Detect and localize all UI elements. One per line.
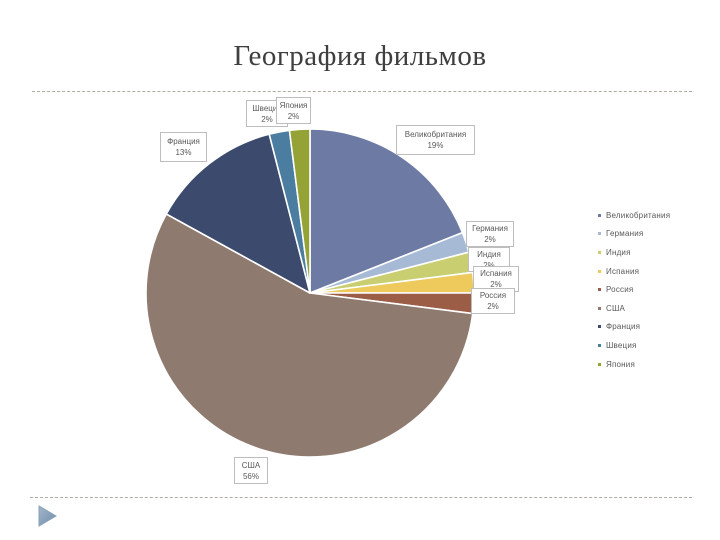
legend-label: США [606, 303, 626, 313]
legend-label: Швеция [606, 340, 637, 350]
data-label-value: 56% [242, 471, 259, 481]
data-label-3: Испания 2% [473, 266, 519, 292]
legend-marker-icon [598, 269, 601, 273]
data-label-name: Швеция [252, 103, 282, 113]
legend-marker-icon [598, 213, 601, 217]
legend-item-1: Германия [598, 225, 670, 244]
legend-label: Япония [606, 359, 635, 369]
legend-label: Великобритания [606, 210, 671, 220]
data-label-value: 13% [175, 148, 192, 157]
legend-marker-icon [598, 325, 601, 329]
legend-marker-icon [598, 232, 601, 236]
data-label-name: Индия [477, 249, 501, 259]
legend-marker-icon [598, 288, 601, 292]
page-title: География фильмов [233, 40, 487, 72]
data-label-value: 2% [483, 260, 495, 270]
legend-marker-icon [598, 343, 601, 347]
data-label-0: Великобритания 19% [396, 125, 475, 155]
data-label-name: Япония [279, 100, 308, 110]
legend-item-6: Франция [598, 318, 670, 337]
data-label-value: 2% [261, 114, 273, 124]
legend-marker-icon [598, 362, 601, 366]
data-label-value: 2% [490, 280, 502, 289]
data-label-name: Франция [167, 137, 200, 146]
legend-item-4: Россия [598, 280, 670, 299]
legend-label: Франция [606, 322, 641, 332]
legend-item-2: Индия [598, 243, 670, 262]
data-label-value: 2% [487, 302, 499, 311]
footer-divider [30, 497, 692, 498]
data-label-value: 2% [287, 111, 300, 121]
legend-item-3: Испания [598, 262, 670, 281]
legend-label: Индия [606, 247, 631, 257]
footer-arrow-icon [38, 505, 57, 527]
data-label-name: Германия [472, 224, 508, 233]
legend-item-0: Великобритания [598, 206, 670, 225]
pie-slice-5 [145, 213, 474, 458]
chart-legend: Великобритания Германия Индия Испания Россия… [598, 206, 670, 373]
legend-item-7: Швеция [598, 336, 670, 355]
data-label-value: 2% [484, 235, 496, 244]
data-label-value: 19% [427, 141, 444, 150]
legend-label: Россия [606, 285, 634, 295]
data-label-name: США [241, 460, 261, 470]
legend-item-5: США [598, 299, 670, 318]
legend-label: Германия [606, 229, 644, 239]
pie-slice-0 [309, 128, 464, 294]
data-label-8: Япония 2% [276, 97, 311, 124]
data-label-name: Испания [480, 269, 512, 278]
title-divider [32, 91, 692, 92]
legend-marker-icon [598, 306, 601, 310]
data-label-1: Германия 2% [466, 221, 514, 247]
legend-item-8: Япония [598, 355, 670, 374]
legend-label: Испания [606, 266, 640, 276]
data-label-name: Россия [479, 291, 507, 300]
data-label-5: США 56% [234, 457, 268, 484]
data-label-6: Франция 13% [160, 132, 207, 162]
pie-slice-6 [165, 133, 311, 294]
data-label-4: Россия 2% [471, 288, 515, 314]
data-label-name: Великобритания [404, 130, 467, 139]
pie-slice-8 [288, 128, 311, 294]
legend-marker-icon [598, 250, 601, 254]
